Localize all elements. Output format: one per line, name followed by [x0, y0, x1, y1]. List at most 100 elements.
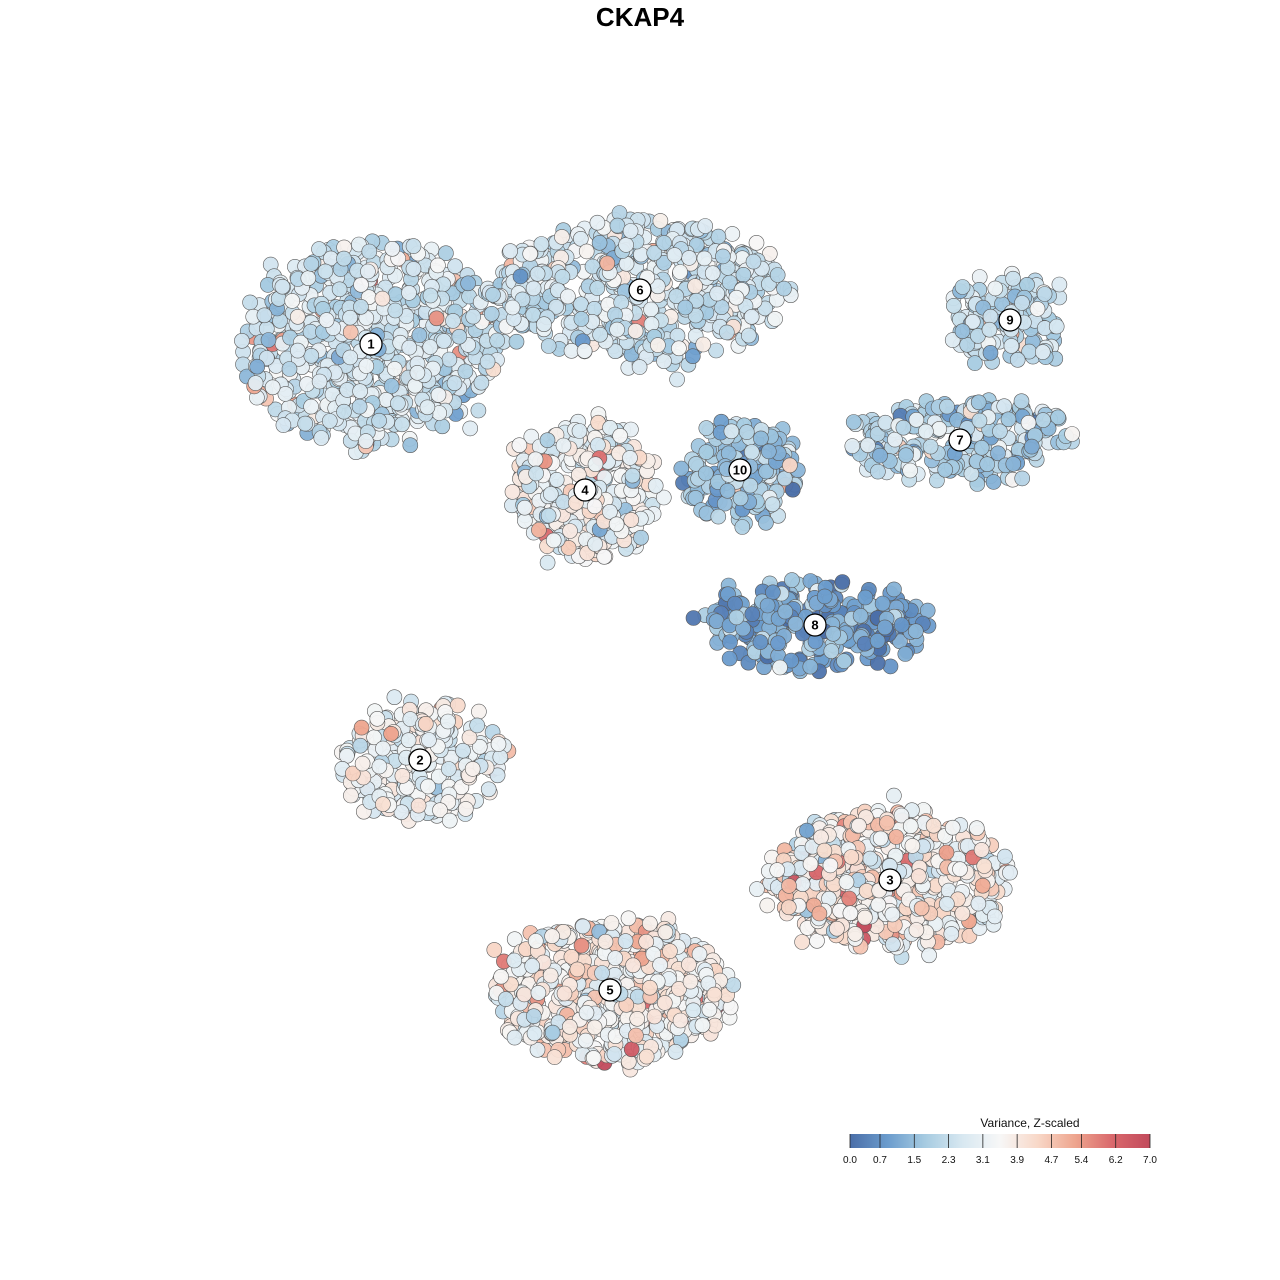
cell-point [772, 659, 788, 676]
cell-point [573, 296, 589, 313]
cluster-label-1: 1 [359, 332, 383, 356]
cell-point [422, 339, 439, 355]
cell-point [723, 423, 740, 440]
cell-point [545, 532, 562, 549]
cluster-label-3: 3 [878, 868, 902, 892]
cell-point [698, 420, 715, 436]
cell-point [303, 256, 320, 272]
cell-point [681, 956, 697, 973]
cell-point [669, 371, 685, 388]
cell-point [704, 265, 721, 282]
cell-point [462, 420, 479, 437]
cell-point [727, 595, 743, 612]
cell-point [410, 797, 427, 814]
cell-point [708, 613, 725, 630]
cell-point [485, 286, 501, 303]
cell-point [764, 496, 781, 513]
cluster-label-8: 8 [803, 613, 827, 637]
cell-point [440, 761, 457, 777]
cell-point [617, 933, 634, 949]
cell-point [331, 281, 348, 298]
cell-point [987, 280, 1004, 297]
cell-point [813, 829, 829, 846]
cell-point [353, 276, 369, 293]
cell-point [769, 862, 786, 878]
cell-point [893, 617, 910, 633]
cell-point [435, 333, 452, 349]
cell-point [1002, 864, 1018, 881]
cell-point [383, 378, 400, 394]
cell-point [851, 817, 867, 834]
cell-point [656, 995, 673, 1011]
cell-point [479, 353, 496, 370]
cell-point [823, 643, 840, 659]
cluster-label-text: 9 [1006, 313, 1013, 328]
cell-point [577, 1032, 594, 1049]
cell-point [921, 947, 937, 964]
cluster-label-text: 10 [733, 463, 747, 478]
cell-point [913, 900, 930, 917]
colorbar-tick-label: 7.0 [1143, 1155, 1157, 1166]
cell-point [716, 495, 733, 512]
cluster-label-text: 6 [636, 283, 643, 298]
cell-point [562, 523, 578, 539]
cluster-label-10: 10 [728, 458, 752, 482]
cell-point [594, 965, 610, 981]
cell-point [662, 943, 678, 959]
cell-point [447, 258, 463, 275]
cell-point [643, 316, 660, 332]
cell-point [275, 417, 292, 433]
colorbar-tick-label: 6.2 [1109, 1155, 1123, 1166]
cell-point [877, 414, 894, 431]
cell-point [300, 270, 317, 287]
cell-point [744, 606, 761, 622]
cell-point [525, 1008, 542, 1025]
cell-point [697, 218, 714, 234]
cluster-label-7: 7 [948, 428, 972, 452]
cell-point [360, 263, 376, 280]
cell-point [573, 937, 590, 954]
cell-point [898, 447, 914, 464]
cell-point [687, 278, 703, 294]
cell-point [354, 755, 371, 772]
cell-point [460, 275, 476, 292]
cell-point [847, 926, 864, 942]
cell-point [411, 327, 428, 343]
cell-point [698, 444, 715, 460]
cell-point [409, 364, 426, 381]
cell-point [836, 653, 852, 669]
cell-point [925, 817, 942, 834]
colorbar-tick-label: 4.7 [1044, 1155, 1058, 1166]
cell-point [973, 439, 990, 456]
colorbar-tick-label: 3.1 [976, 1155, 990, 1166]
cell-point [816, 842, 833, 859]
cell-point [256, 307, 273, 324]
cell-point [561, 1019, 578, 1035]
cell-point [554, 229, 570, 245]
cell-point [318, 312, 335, 328]
cell-point [400, 732, 417, 749]
cell-point [371, 758, 388, 775]
cell-point [624, 467, 641, 484]
cell-point [497, 991, 514, 1007]
cell-point [353, 719, 370, 736]
cell-point [531, 522, 547, 538]
cell-point [544, 928, 560, 945]
cell-point [715, 248, 731, 265]
cell-point [657, 924, 674, 941]
cell-point [311, 373, 328, 390]
cell-point [274, 278, 291, 295]
cell-point [672, 1012, 689, 1029]
cell-point [907, 623, 924, 640]
cell-point [375, 796, 391, 812]
chart-title: CKAP4 [595, 2, 685, 32]
cell-point [455, 742, 471, 759]
cell-point [625, 957, 641, 974]
cell-point [586, 300, 603, 317]
colorbar [850, 1134, 1150, 1148]
cell-point [358, 433, 374, 449]
cell-point [886, 787, 902, 804]
cell-point [776, 470, 793, 487]
cell-point [769, 267, 786, 283]
cell-point [587, 536, 603, 552]
